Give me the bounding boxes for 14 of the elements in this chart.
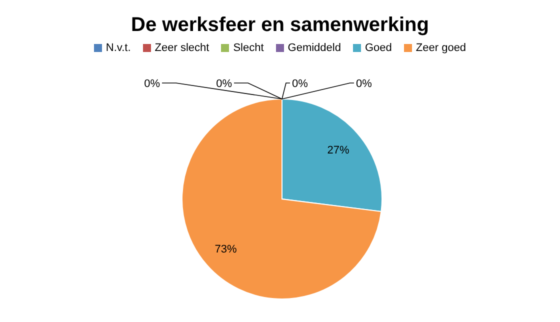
chart-title: De werksfeer en samenwerking — [130, 13, 430, 38]
data-label: 27% — [327, 144, 350, 156]
pie-slice — [182, 98, 382, 300]
text: 0% — [356, 78, 372, 90]
legend-label: Zeer slecht — [154, 42, 210, 54]
data-label: 73% — [214, 244, 237, 256]
legend-label: Gemiddeld — [286, 42, 341, 54]
legend-label: N.v.t. — [104, 42, 131, 54]
text: 0% — [216, 78, 232, 90]
legend-label: Zeer goed — [414, 42, 466, 54]
legend-label: Slecht — [232, 42, 264, 54]
text: 0% — [144, 78, 160, 90]
legend-label: Goed — [364, 42, 392, 54]
text: 0% — [292, 78, 308, 90]
